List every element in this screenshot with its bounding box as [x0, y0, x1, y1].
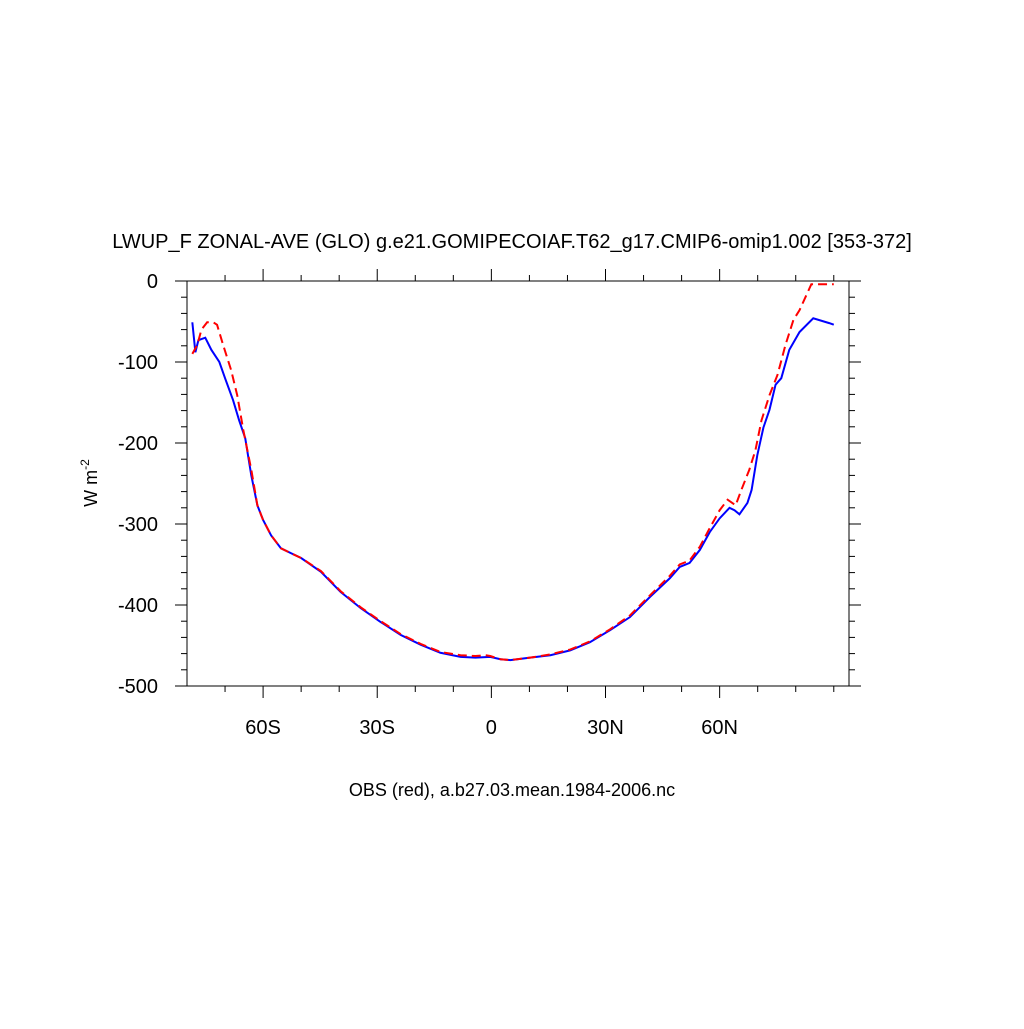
- y-tick-label: -200: [118, 433, 158, 455]
- x-axis-label: OBS (red), a.b27.03.mean.1984-2006.nc: [349, 780, 675, 800]
- y-tick-label: 0: [147, 271, 158, 293]
- x-tick-label: 0: [486, 717, 497, 739]
- x-tick-label: 60S: [245, 717, 281, 739]
- y-tick-label: -300: [118, 514, 158, 536]
- x-tick-label: 30S: [359, 717, 395, 739]
- y-tick-label: -100: [118, 352, 158, 374]
- x-tick-label: 60N: [701, 717, 738, 739]
- x-tick-label: 30N: [587, 717, 624, 739]
- y-tick-label: -500: [118, 676, 158, 698]
- data-line: [191, 317, 835, 662]
- y-axis-label-exponent: -2: [78, 459, 92, 470]
- y-axis-label: W m-2: [78, 459, 101, 507]
- plot-frame: [186, 280, 850, 687]
- chart-title: LWUP_F ZONAL-AVE (GLO) g.e21.GOMIPECOIAF…: [112, 231, 912, 253]
- y-axis-label-group: W m-2: [78, 459, 101, 507]
- data-line: [191, 283, 834, 662]
- y-tick-label: -400: [118, 595, 158, 617]
- y-axis-label-text: W m: [81, 470, 101, 507]
